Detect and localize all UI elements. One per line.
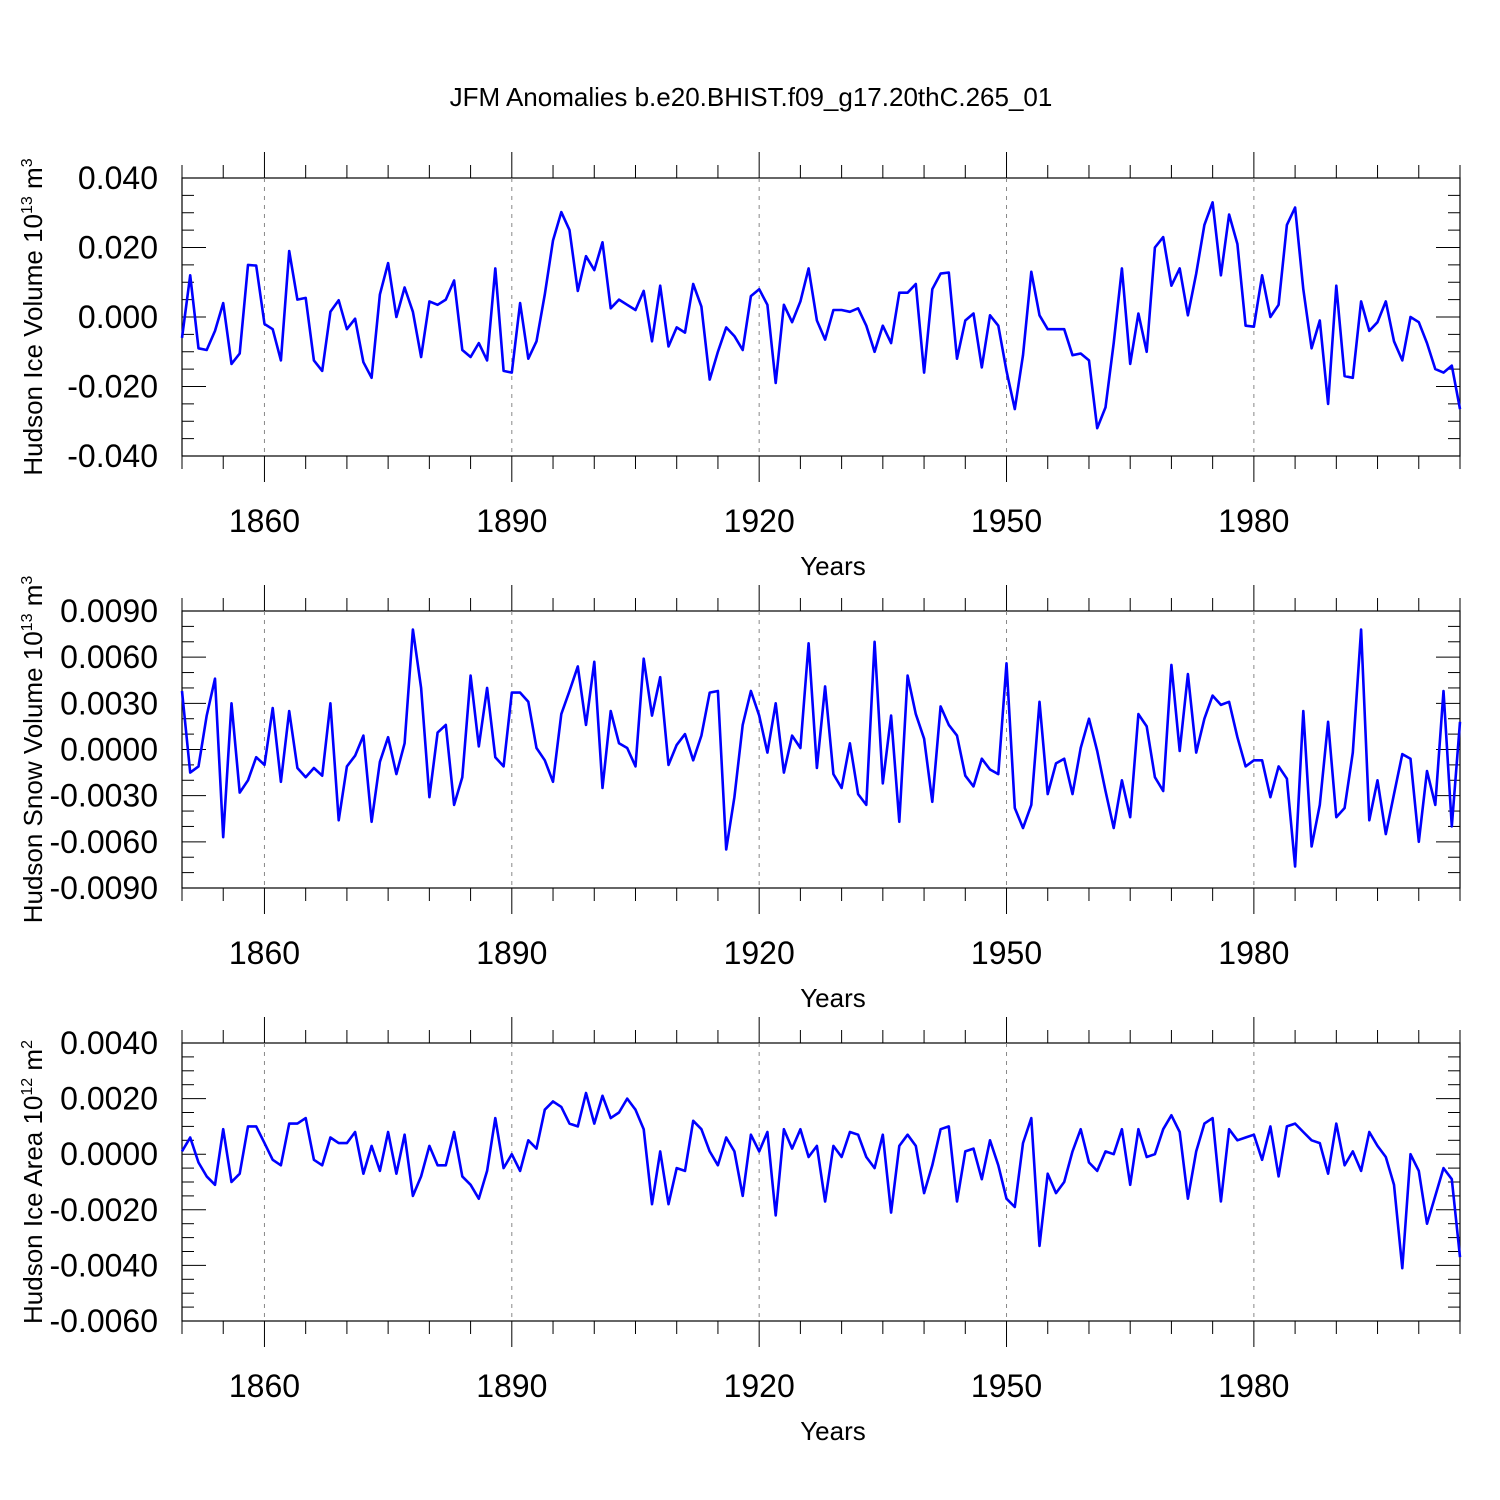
y-label-unit-exponent: 2 (19, 1040, 36, 1049)
x-tick-label: 1950 (971, 1368, 1042, 1404)
y-label-text: Hudson Ice Area 10 (18, 1096, 48, 1324)
y-tick-label: -0.0060 (49, 1303, 158, 1339)
plot-frame (181, 610, 1461, 889)
y-axis-label: Hudson Ice Volume 1013 m3 (18, 158, 48, 475)
y-axis-label: Hudson Snow Volume 1013 m3 (18, 576, 48, 924)
y-tick-label: 0.040 (78, 160, 158, 196)
y-tick-label: 0.0040 (60, 1025, 158, 1061)
x-tick-label: 1890 (476, 1368, 547, 1404)
y-label-unit: m (18, 585, 48, 614)
y-label-unit-exponent: 3 (19, 576, 36, 585)
y-axis-label: Hudson Ice Area 1012 m2 (18, 1040, 48, 1324)
x-tick-label: 1920 (724, 935, 795, 971)
y-tick-label: 0.0020 (60, 1081, 158, 1117)
panels: 1860 1890 1920 1950 1980 -0.040 -0.020 0.000 0.0… (18, 152, 1462, 1446)
x-tick-label: 1920 (724, 503, 795, 539)
x-axis-label: Years (800, 983, 866, 1013)
y-tick-label: 0.0030 (60, 685, 158, 721)
chart-title: JFM Anomalies b.e20.BHIST.f09_g17.20thC.… (450, 82, 1053, 112)
y-tick-label: 0.0000 (60, 1136, 158, 1172)
x-tick-label: 1980 (1218, 503, 1289, 539)
y-tick-label: 0.020 (78, 230, 158, 266)
y-label-unit: m (18, 1049, 48, 1078)
x-tick-label: 1890 (476, 935, 547, 971)
x-tick-label: 1920 (724, 1368, 795, 1404)
y-tick-label: -0.0020 (49, 1192, 158, 1228)
y-tick-label: 0.0000 (60, 732, 158, 768)
panel-2: 1860 1890 1920 1950 1980 -0.0090 -0.0060 -0.003… (18, 576, 1462, 1013)
y-label-unit: m (18, 167, 48, 196)
y-tick-label: -0.0060 (49, 824, 158, 860)
panel-3: 1860 1890 1920 1950 1980 -0.0060 -0.0040 -0.002… (18, 1017, 1462, 1446)
series-line (180, 1091, 1462, 1270)
x-tick-label: 1950 (971, 503, 1042, 539)
y-label-unit-exponent: 3 (19, 158, 36, 167)
y-tick-label: -0.020 (67, 369, 158, 405)
x-tick-label: 1980 (1218, 1368, 1289, 1404)
y-tick-label: -0.040 (67, 438, 158, 474)
y-tick-label: -0.0040 (49, 1247, 158, 1283)
panel-1: 1860 1890 1920 1950 1980 -0.040 -0.020 0.000 0.0… (18, 152, 1462, 581)
x-tick-label: 1980 (1218, 935, 1289, 971)
y-tick-label: 0.0090 (60, 593, 158, 629)
y-tick-label: 0.0060 (60, 639, 158, 675)
x-tick-label: 1950 (971, 935, 1042, 971)
series-line (180, 201, 1462, 430)
x-tick-label: 1890 (476, 503, 547, 539)
y-label-exponent: 12 (19, 1078, 36, 1096)
y-label-exponent: 13 (19, 613, 36, 631)
y-tick-label: -0.0030 (49, 778, 158, 814)
plot-frame (181, 177, 1461, 457)
y-tick-label: 0.000 (78, 299, 158, 335)
y-label-text: Hudson Snow Volume 10 (18, 631, 48, 923)
x-axis-label: Years (800, 1416, 866, 1446)
x-tick-label: 1860 (229, 503, 300, 539)
y-label-text: Hudson Ice Volume 10 (18, 214, 48, 476)
series-line (180, 628, 1462, 868)
x-tick-label: 1860 (229, 935, 300, 971)
y-tick-label: -0.0090 (49, 870, 158, 906)
y-label-exponent: 13 (19, 196, 36, 214)
x-tick-label: 1860 (229, 1368, 300, 1404)
x-axis-label: Years (800, 551, 866, 581)
